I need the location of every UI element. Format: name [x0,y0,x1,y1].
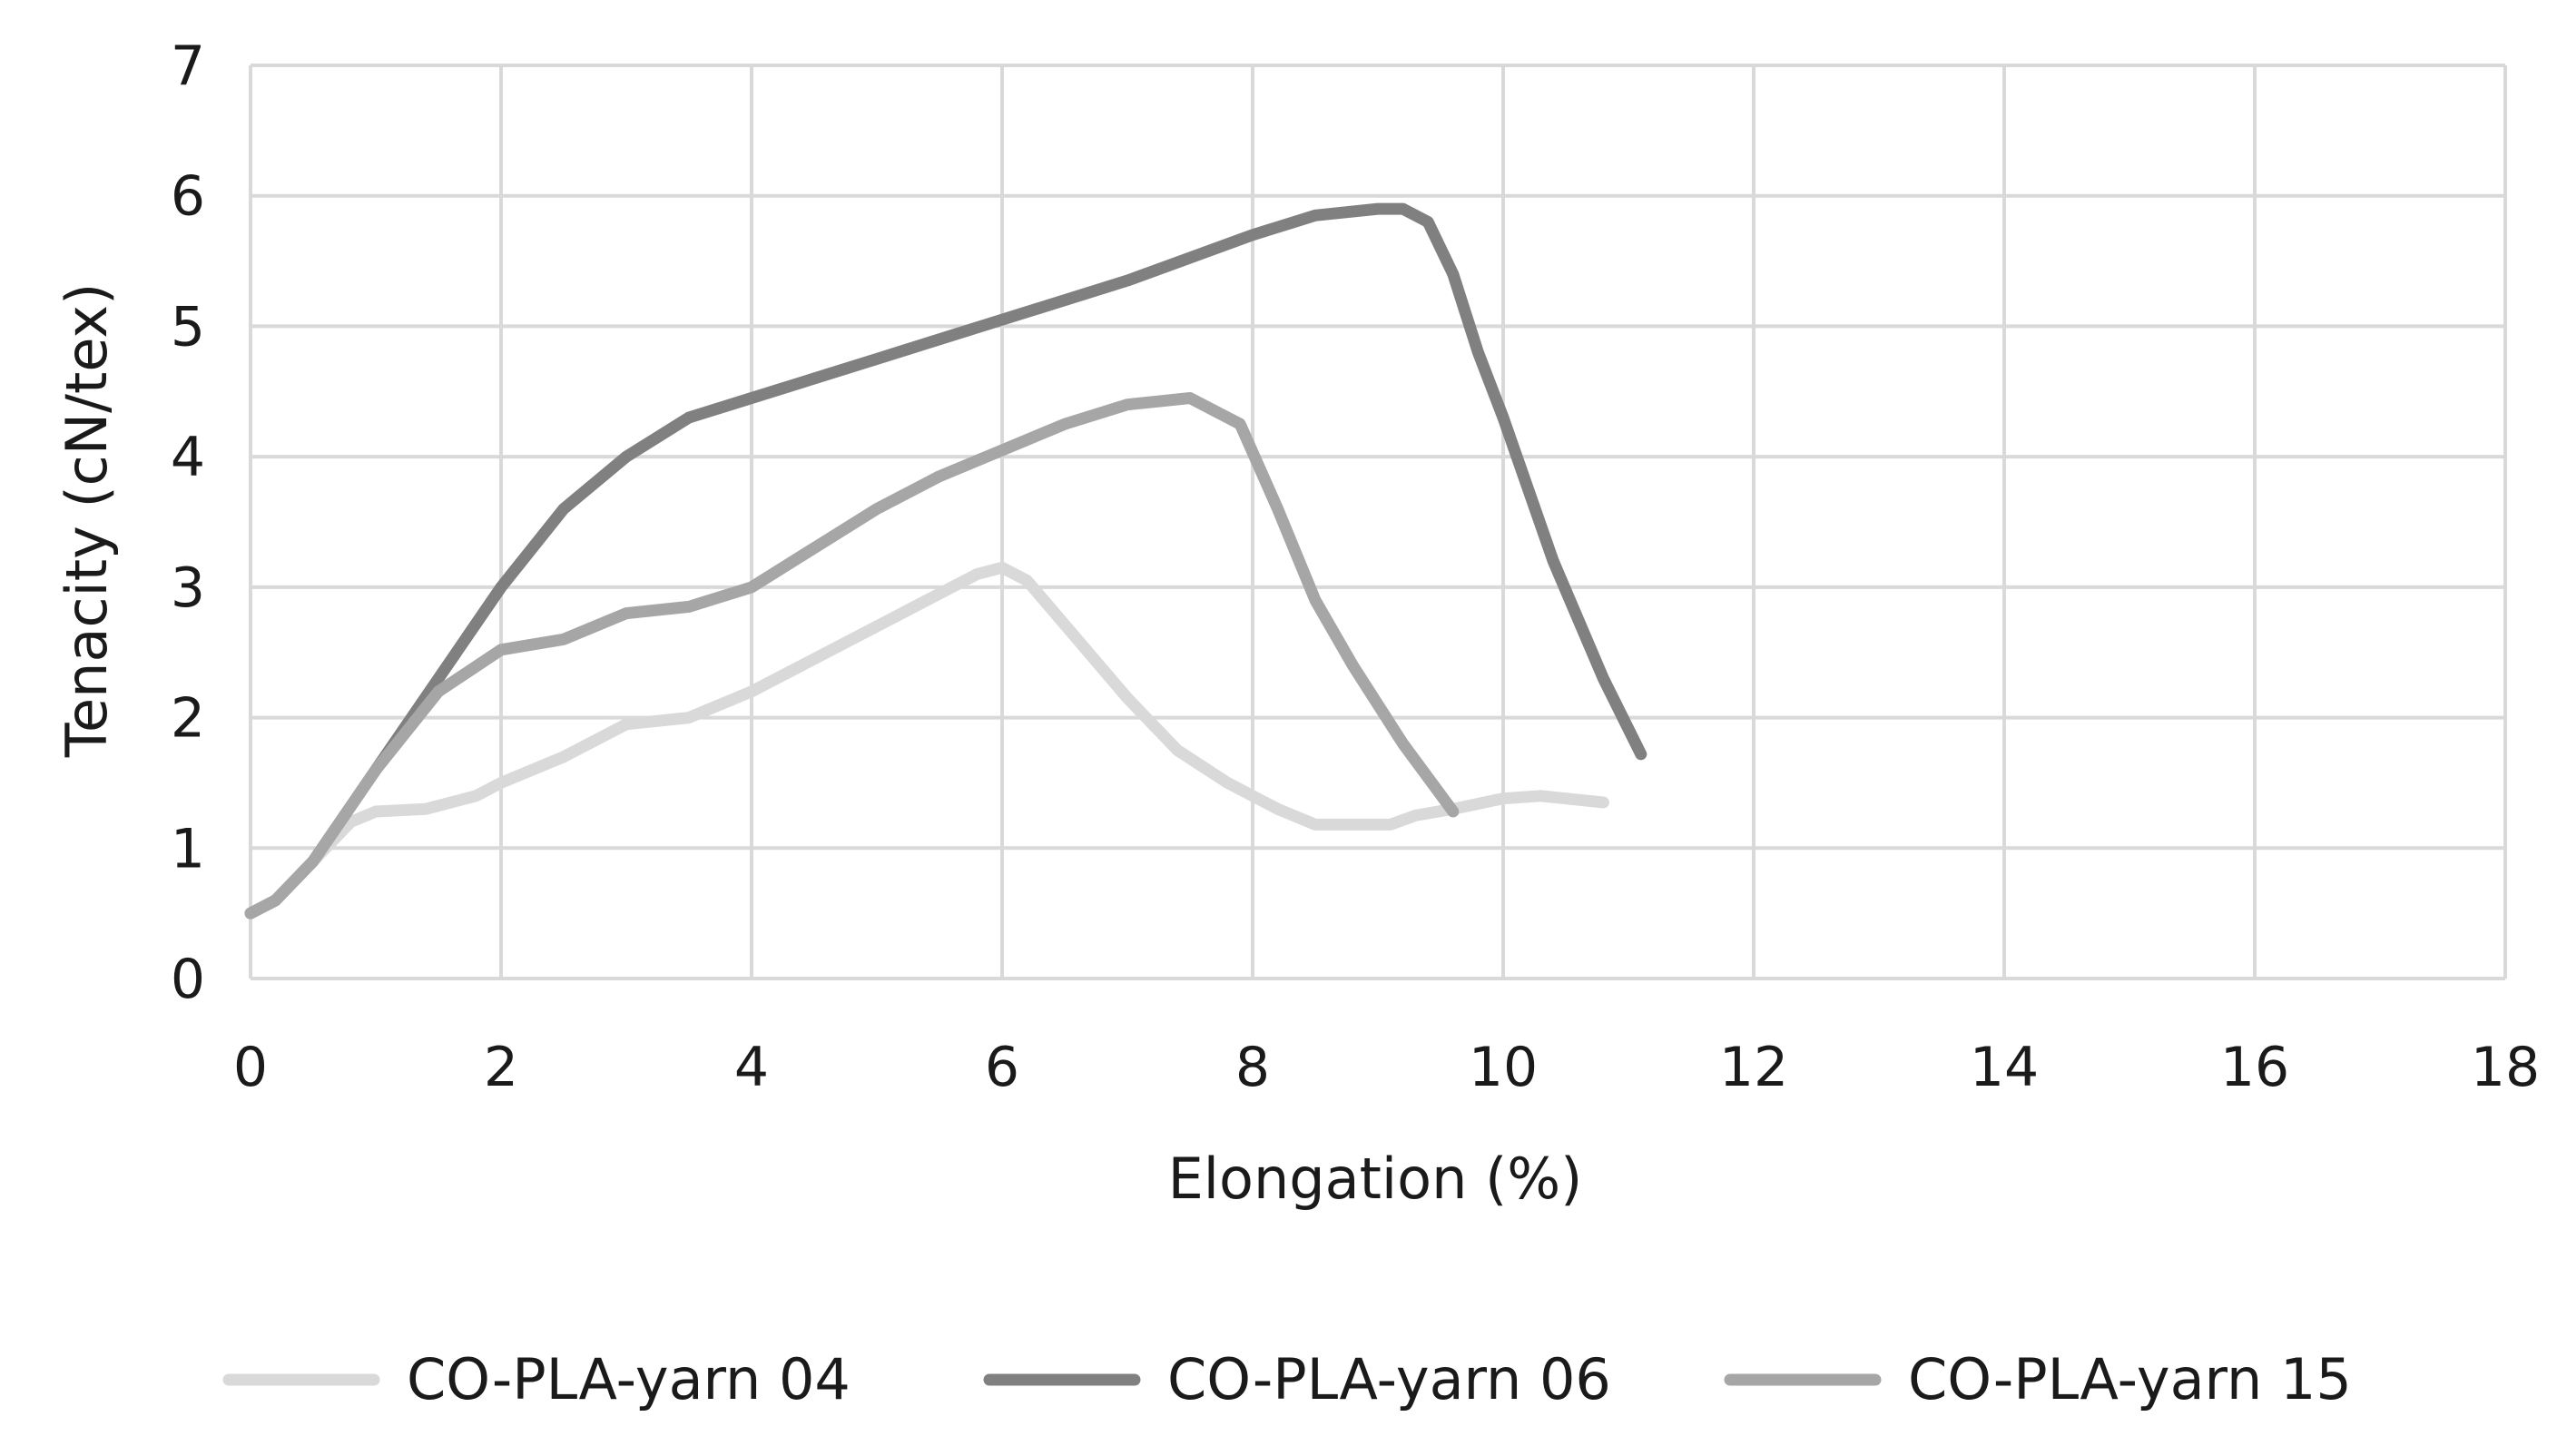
y-tick-label: 7 [171,34,205,98]
y-tick-label: 4 [171,426,205,489]
legend-label-2: CO-PLA-yarn 06 [1167,1346,1611,1412]
x-tick-label: 10 [1469,1036,1538,1099]
x-tick-label: 16 [2220,1036,2289,1099]
x-tick-label: 8 [1235,1036,1270,1099]
legend-label-1: CO-PLA-yarn 04 [407,1346,851,1412]
x-tick-label: 12 [1719,1036,1788,1099]
x-axis-title: Elongation (%) [1168,1146,1583,1212]
y-tick-label: 1 [171,817,205,880]
y-tick-label: 6 [171,165,205,229]
x-tick-label: 2 [484,1036,518,1099]
series-lines [244,202,1647,920]
x-tick-label: 18 [2471,1036,2540,1099]
y-tick-label: 5 [171,295,205,359]
y-axis-title: Tenacity (cN/tex) [54,283,120,759]
legend-label-3: CO-PLA-yarn 15 [1908,1346,2352,1412]
x-tick-label: 0 [233,1036,268,1099]
y-tick-label: 0 [171,948,205,1011]
y-tick-label: 3 [171,556,205,620]
x-tick-label: 4 [734,1036,769,1099]
series-line-2 [244,202,1647,920]
gridlines [251,64,2507,979]
series-line-1 [244,561,1609,920]
x-tick-label: 6 [985,1036,1019,1099]
series-line-3 [244,392,1460,920]
y-tick-label: 2 [171,687,205,751]
x-tick-label: 14 [1970,1036,2039,1099]
legend: CO-PLA-yarn 04 CO-PLA-yarn 06 CO-PLA-yarn … [222,1346,2352,1412]
axes [249,65,2505,980]
